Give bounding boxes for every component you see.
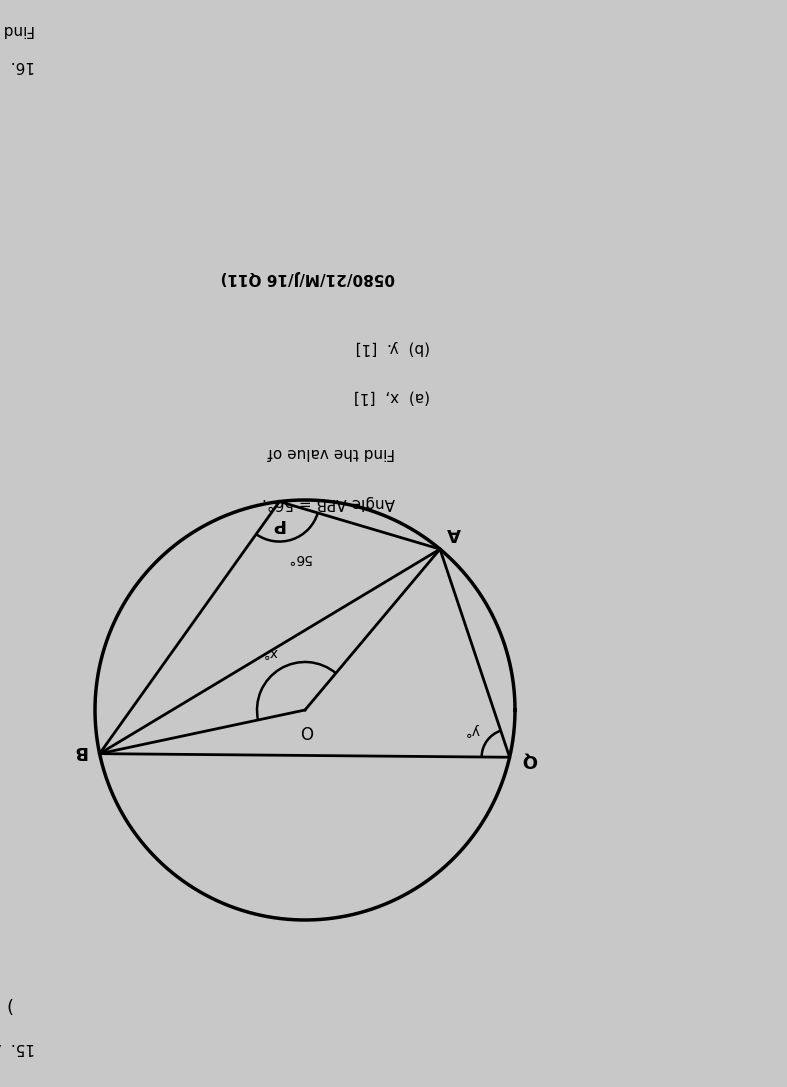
Text: Find the value of: Find the value of	[268, 445, 395, 460]
Text: (a)  x,  [1]: (a) x, [1]	[354, 390, 430, 405]
Text: P: P	[271, 514, 284, 533]
Text: 15.  A, B, P and Q lie on the circle, centre O.: 15. A, B, P and Q lie on the circle, cen…	[0, 1040, 35, 1055]
Text: (b)  y.  [1]: (b) y. [1]	[356, 340, 430, 355]
Text: x°: x°	[262, 645, 278, 659]
Text: O: O	[301, 721, 313, 739]
Text: Q: Q	[522, 750, 538, 769]
Text: 0580/21/M/J/16 Q11): 0580/21/M/J/16 Q11)	[220, 270, 395, 285]
Text: Find the value of x and the value of y.: Find the value of x and the value of y.	[0, 22, 35, 37]
Text: y°: y°	[465, 723, 480, 737]
Text: 56°: 56°	[286, 551, 311, 565]
Text: Angle APB = 56°.: Angle APB = 56°.	[262, 495, 395, 510]
Text: A: A	[447, 524, 461, 542]
Text: ): )	[5, 995, 12, 1013]
Text: 16.  Points A, B, C, D, E and F lie on the circle, ce: 16. Points A, B, C, D, E and F lie on th…	[0, 58, 35, 73]
Text: B: B	[72, 741, 87, 760]
